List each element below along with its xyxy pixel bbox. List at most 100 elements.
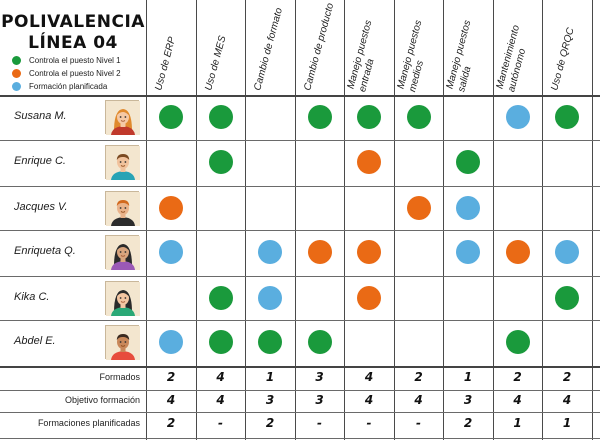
man-avatar-icon [105,325,140,360]
skill-status-level1 [357,105,381,129]
person-name: Susana M. [14,110,67,122]
footer-value: 1 [463,370,473,384]
footer-value: 3 [265,393,275,407]
footer-label: Formaciones planificadas [37,418,140,428]
column-header: Uso de QRQC [521,2,600,92]
skill-status-level2 [307,240,332,264]
grid-vline [196,0,197,440]
skill-status-level1 [208,150,233,174]
grid-hline [0,320,600,321]
skill-status-planned [456,240,480,264]
grid-vline [592,0,593,440]
footer-value: - [317,416,322,430]
footer-value: 4 [216,393,225,407]
matrix-title-line1: POLIVALENCIA [1,12,145,32]
column-header-label: Uso de QRQC [549,26,577,92]
woman-avatar-icon [105,281,140,316]
footer-value: 4 [364,393,374,407]
footer-value: 2 [166,416,176,430]
grid-vline [394,0,395,440]
grid-hline [0,438,600,439]
footer-label: Formados [99,372,140,382]
grid-hline [0,140,600,141]
skill-status-level1 [555,105,579,129]
skill-status-level1 [555,286,579,310]
skill-status-level2 [357,286,381,310]
footer-value: 1 [513,416,522,430]
footer-value: 3 [315,370,324,384]
grid-hline [0,95,600,97]
grid-vline [344,0,345,440]
footer-value: 4 [562,393,572,407]
grid-hline [0,366,600,368]
skill-status-level1 [456,150,480,174]
footer-label: Objetivo formación [64,395,140,405]
footer-value: - [416,416,421,430]
grid-hline [0,230,600,231]
woman-avatar-icon [105,100,140,135]
skill-status-level2 [406,196,431,220]
skill-status-level2 [159,196,183,220]
footer-value: - [366,416,372,430]
skill-status-planned [258,240,282,264]
skill-status-level1 [208,286,233,310]
woman-avatar-icon [105,235,140,270]
legend-item-level1: Controla el puesto Nivel 1 [12,54,121,66]
skill-status-level1 [307,105,332,129]
legend-label: Controla el puesto Nivel 1 [29,55,121,65]
man-avatar-icon [105,145,140,180]
footer-value: 4 [216,370,225,384]
footer-value: 3 [315,393,324,407]
skill-status-level1 [159,105,183,129]
footer-value: 2 [414,370,423,384]
skill-status-level1 [258,330,282,354]
person-name: Enriqueta Q. [14,245,76,257]
grid-vline [493,0,494,440]
skill-status-planned [258,286,282,310]
legend-item-planned: Formación planificada [12,80,107,92]
footer-value: 3 [463,393,473,407]
skill-status-planned [159,330,183,354]
footer-value: 4 [513,393,522,407]
grid-hline [0,390,600,391]
skill-status-level2 [357,240,381,264]
footer-value: 4 [166,393,176,407]
footer-value: 2 [166,370,176,384]
level1-dot-icon [12,55,21,65]
skill-status-level1 [208,105,233,129]
person-name: Abdel E. [14,335,56,347]
man-avatar-icon [105,191,140,226]
skill-status-planned [456,196,480,220]
footer-value: 2 [265,416,275,430]
grid-vline [542,0,543,440]
legend-label: Formación planificada [29,81,108,91]
skill-status-level1 [307,330,332,354]
skill-status-level2 [357,150,381,174]
person-name: Kika C. [14,291,50,303]
footer-value: 4 [364,370,374,384]
legend-label: Controla el puesto Nivel 2 [29,68,121,78]
skill-status-level2 [505,240,530,264]
legend-item-level2: Controla el puesto Nivel 2 [12,67,121,79]
planned-dot-icon [12,81,21,91]
footer-value: 4 [414,393,423,407]
grid-vline [146,0,147,440]
skill-status-level1 [406,105,431,129]
skill-status-planned [505,105,530,129]
footer-value: 1 [562,416,572,430]
footer-value: 2 [513,370,522,384]
person-name: Enrique C. [14,155,66,167]
person-name: Jacques V. [14,201,68,213]
skill-status-planned [555,240,579,264]
skill-status-planned [159,240,183,264]
skill-status-level1 [208,330,233,354]
footer-value: 1 [265,370,275,384]
level2-dot-icon [12,68,21,78]
grid-vline [295,0,296,440]
grid-hline [0,186,600,187]
matrix-title-line2: LÍNEA 04 [28,33,118,53]
footer-value: - [218,416,223,430]
grid-vline [443,0,444,440]
footer-value: 2 [463,416,473,430]
